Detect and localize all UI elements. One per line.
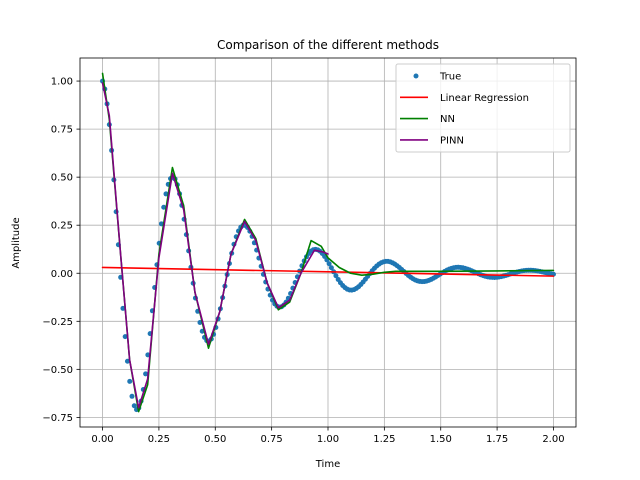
y-axis-label: Amplitude: [11, 217, 22, 268]
true-data-point: [124, 358, 130, 364]
y-tick-label: 0.25: [51, 221, 73, 232]
y-tick-label: 0.50: [51, 173, 73, 184]
y-tick-label: 1.00: [51, 77, 73, 88]
x-tick-label: 0.75: [261, 434, 283, 445]
x-axis-label: Time: [315, 459, 340, 470]
x-tick-label: 0.50: [204, 434, 226, 445]
y-tick-label: 0.75: [51, 125, 73, 136]
linear-regression-line: [101, 266, 555, 277]
legend-label-pinn: PINN: [440, 135, 464, 146]
true-data-point: [127, 378, 133, 384]
true-data-point: [333, 273, 339, 279]
legend-label-linear-regression: Linear Regression: [440, 93, 529, 104]
x-tick-label: 1.00: [317, 434, 339, 445]
true-data-point: [161, 204, 167, 210]
y-tick-label: 0.00: [51, 269, 73, 280]
true-data-point: [143, 371, 149, 377]
true-data-point: [120, 305, 126, 311]
y-tick-label: −0.50: [42, 365, 73, 376]
y-tick-label: −0.25: [42, 317, 73, 328]
legend: True Linear Regression NN PINN: [395, 63, 571, 153]
y-tick-label: −0.75: [42, 413, 73, 424]
legend-label-true: True: [439, 72, 461, 83]
axis-ticks: 0.00 0.25 0.50 0.75 1.00 1.25 1.50 1.75 2.00 −0.7…: [42, 77, 564, 445]
true-data-point: [129, 393, 135, 399]
true-data-point: [328, 265, 334, 271]
true-data-point: [326, 261, 332, 267]
x-tick-label: 1.75: [486, 434, 508, 445]
legend-box: [395, 63, 571, 153]
chart-title: Comparison of the different methods: [217, 38, 439, 52]
pinn-line: [101, 82, 329, 409]
legend-marker-true: [413, 73, 419, 79]
true-data-point: [122, 334, 128, 340]
true-data-point: [131, 403, 137, 409]
x-tick-label: 0.25: [148, 434, 170, 445]
x-tick-label: 1.50: [430, 434, 452, 445]
x-tick-label: 1.25: [373, 434, 395, 445]
x-tick-label: 0.00: [91, 434, 113, 445]
x-tick-label: 2.00: [542, 434, 564, 445]
legend-label-nn: NN: [440, 114, 455, 125]
plot-series: [100, 72, 556, 413]
true-data-point: [163, 191, 169, 197]
